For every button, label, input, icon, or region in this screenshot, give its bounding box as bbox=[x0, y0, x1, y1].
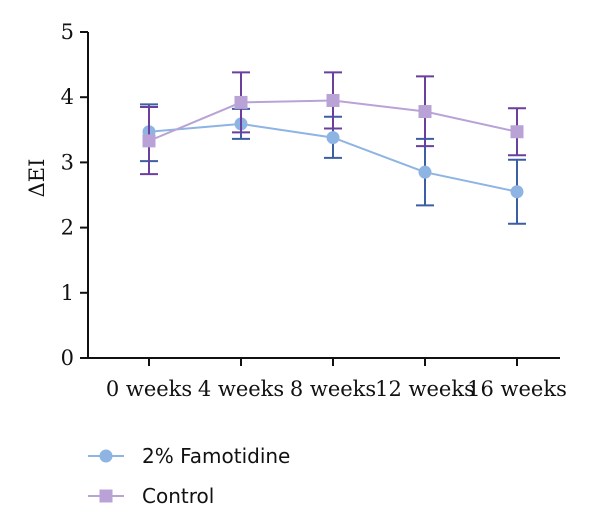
legend: 2% Famotidine Control bbox=[88, 444, 290, 508]
x-tick-label: 12 weeks bbox=[375, 377, 475, 401]
legend-item: 2% Famotidine bbox=[88, 444, 290, 468]
legend-marker bbox=[99, 489, 113, 503]
legend-item: Control bbox=[88, 484, 214, 508]
legend-label: Control bbox=[142, 484, 214, 508]
data-point bbox=[510, 125, 524, 139]
y-ticks: 0 1 2 3 4 5 bbox=[61, 20, 88, 370]
series-layer bbox=[140, 71, 526, 225]
x-tick-label: 4 weeks bbox=[198, 377, 284, 401]
y-tick-label: 4 bbox=[61, 85, 74, 109]
axes bbox=[87, 32, 560, 359]
y-tick-label: 2 bbox=[61, 216, 74, 240]
series-control bbox=[140, 71, 526, 176]
data-point bbox=[418, 165, 432, 179]
legend-marker bbox=[99, 449, 113, 463]
data-point bbox=[326, 131, 340, 145]
legend-label: 2% Famotidine bbox=[142, 444, 290, 468]
data-point bbox=[326, 93, 340, 107]
y-axis-label: ΔEI bbox=[25, 159, 49, 198]
y-tick-label: 0 bbox=[61, 346, 74, 370]
y-tick-label: 3 bbox=[61, 150, 74, 174]
y-tick-label: 1 bbox=[61, 281, 74, 305]
y-tick-label: 5 bbox=[61, 20, 74, 44]
data-point bbox=[418, 105, 432, 119]
x-tick-label: 0 weeks bbox=[106, 377, 192, 401]
data-point bbox=[142, 134, 156, 148]
data-point bbox=[234, 95, 248, 109]
x-tick-label: 8 weeks bbox=[290, 377, 376, 401]
x-tick-label: 16 weeks bbox=[467, 377, 567, 401]
data-point bbox=[510, 185, 524, 199]
